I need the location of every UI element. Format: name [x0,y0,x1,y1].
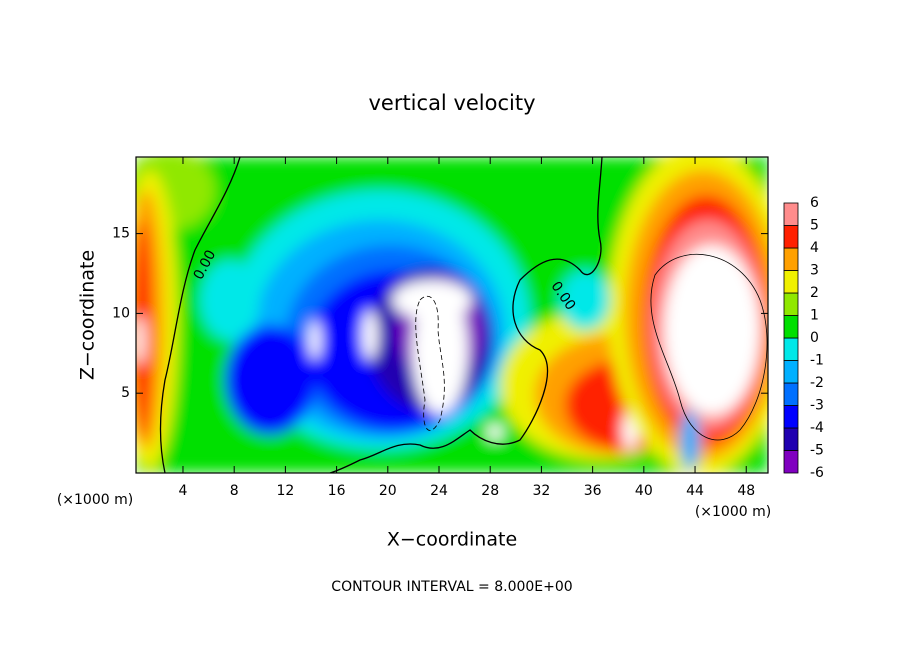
x-tick-label: 8 [230,483,239,499]
colorbar-band [783,292,799,316]
contour-line [329,157,603,473]
colorbar-label: 2 [810,285,819,301]
y-tick-label: 5 [121,385,130,401]
colorbar-band [783,202,799,226]
x-tick-label: 40 [635,483,653,499]
x-tick-label: 4 [179,483,188,499]
colorbar-label: -6 [810,465,824,481]
y-axis-label: Z−coordinate [77,250,99,380]
colorbar-label: -4 [810,420,824,436]
colorbar-band [783,337,799,361]
field [136,157,768,473]
field-region [680,410,700,470]
field-region [200,260,260,340]
colorbar-band [783,270,799,294]
contour-line [415,295,445,431]
x-tick-label: 24 [430,483,448,499]
chart-title: vertical velocity [368,91,535,115]
field-region [392,280,472,320]
colorbar-label: -5 [810,443,824,459]
x-tick-label: 12 [276,483,294,499]
colorbar-band [783,225,799,249]
colorbar-label: 1 [810,308,819,324]
y-tick-label: 15 [112,226,130,242]
field-region [362,310,378,360]
x-tick-label: 32 [533,483,551,499]
field-region [560,270,610,330]
x-tick-label: 28 [481,483,499,499]
colorbar-label: 6 [810,195,819,211]
x-tick-label: 44 [686,483,704,499]
x-tick-label: 16 [328,483,346,499]
colorbar-label: 4 [810,240,819,256]
zero-contours [159,157,768,473]
field-region [664,245,760,415]
colorbar-band [783,427,799,451]
colorbar-band [783,382,799,406]
colorbar-band [783,247,799,271]
colorbar-label: -1 [810,353,824,369]
plot-frame [135,156,769,474]
colorbar-band [783,405,799,429]
colorbar-label: 5 [810,218,819,234]
footnote: CONTOUR INTERVAL = 8.000E+00 [331,579,572,595]
colorbar-band [783,450,799,474]
colorbar-label: 0 [810,330,819,346]
y-tick-label: 10 [112,305,130,321]
x-unit: (×1000 m) [57,492,133,508]
x-tick-label: 36 [584,483,602,499]
field-region [309,320,321,360]
x-tick-label: 20 [379,483,397,499]
field-region [487,424,503,440]
colorbar-label: -3 [810,398,824,414]
colorbar-label: -2 [810,375,824,391]
colorbar-band [783,315,799,339]
colorbar-band [783,360,799,384]
x-tick-label: 48 [737,483,755,499]
field-clip [136,157,768,473]
contour-line [650,253,768,441]
x-unit: (×1000 m) [695,504,771,520]
field-region [225,325,315,435]
x-axis-label: X−coordinate [387,529,517,551]
contour-line [159,157,241,473]
field-region [136,315,145,365]
colorbar-label: 3 [810,263,819,279]
